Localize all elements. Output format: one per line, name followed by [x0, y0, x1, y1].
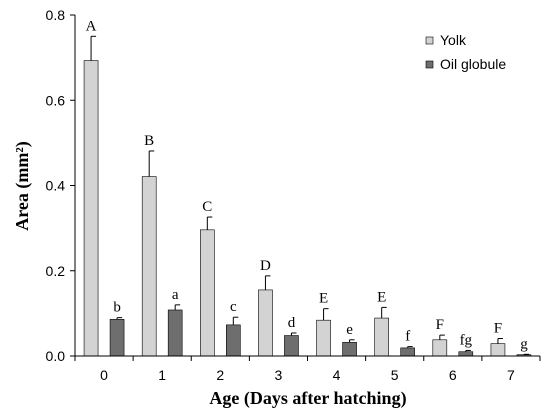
x-tick-label: 2 — [216, 367, 224, 383]
significance-label: c — [230, 299, 237, 315]
significance-label: B — [144, 133, 154, 149]
bar — [316, 319, 331, 357]
bar — [109, 319, 125, 357]
bar — [374, 317, 389, 357]
bar — [200, 229, 215, 357]
x-axis-title: Age (Days after hatching) — [209, 388, 406, 409]
significance-label: g — [520, 336, 528, 352]
y-tick-label: 0.8 — [46, 7, 66, 23]
y-tick-label: 0.6 — [46, 92, 66, 108]
x-tick-label: 3 — [275, 367, 283, 383]
y-tick-label: 0.0 — [46, 348, 66, 364]
bar — [342, 342, 357, 357]
x-tick-label: 6 — [449, 367, 457, 383]
bar — [432, 339, 448, 357]
legend: Yolk Oil globule — [425, 32, 506, 72]
legend-label-oil-globule: Oil globule — [440, 56, 506, 72]
significance-label: F — [494, 321, 502, 337]
significance-label: d — [288, 315, 296, 331]
significance-label: a — [172, 287, 179, 303]
legend-label-yolk: Yolk — [440, 32, 467, 48]
bar — [284, 335, 299, 357]
significance-labels-layer: A B C D E E F Fb a c d e f fg g — [86, 18, 529, 352]
significance-label: E — [377, 289, 386, 305]
significance-label: b — [113, 300, 121, 316]
significance-label: E — [319, 291, 328, 307]
x-tick-label: 5 — [391, 367, 399, 383]
significance-label: A — [86, 18, 97, 34]
bar — [458, 351, 474, 357]
significance-label: F — [436, 317, 444, 333]
significance-label: C — [202, 199, 212, 215]
y-tick-label: 0.4 — [46, 178, 66, 194]
y-tick-label: 0.2 — [46, 263, 66, 279]
significance-label: D — [260, 258, 271, 274]
x-tick-label: 4 — [333, 367, 341, 383]
bar — [258, 289, 273, 357]
bar — [167, 309, 183, 357]
bar — [490, 343, 506, 357]
bars-layer — [83, 35, 532, 357]
x-tick-label: 0 — [100, 367, 108, 383]
bar — [226, 324, 241, 357]
bar — [141, 176, 157, 357]
y-axis-title: Area (mm²) — [12, 141, 33, 231]
significance-label: fg — [460, 332, 473, 348]
significance-label: f — [405, 329, 410, 345]
legend-swatch-yolk — [425, 36, 434, 45]
bar — [83, 60, 99, 357]
bar — [400, 347, 415, 357]
significance-label: e — [346, 322, 353, 338]
x-tick-label: 7 — [507, 367, 515, 383]
legend-swatch-oil-globule — [425, 60, 434, 69]
ticks-layer: 0.0 0.2 0.4 0.6 0.8 0 1 2 3 4 5 6 7 — [46, 7, 541, 383]
x-tick-label: 1 — [158, 367, 166, 383]
